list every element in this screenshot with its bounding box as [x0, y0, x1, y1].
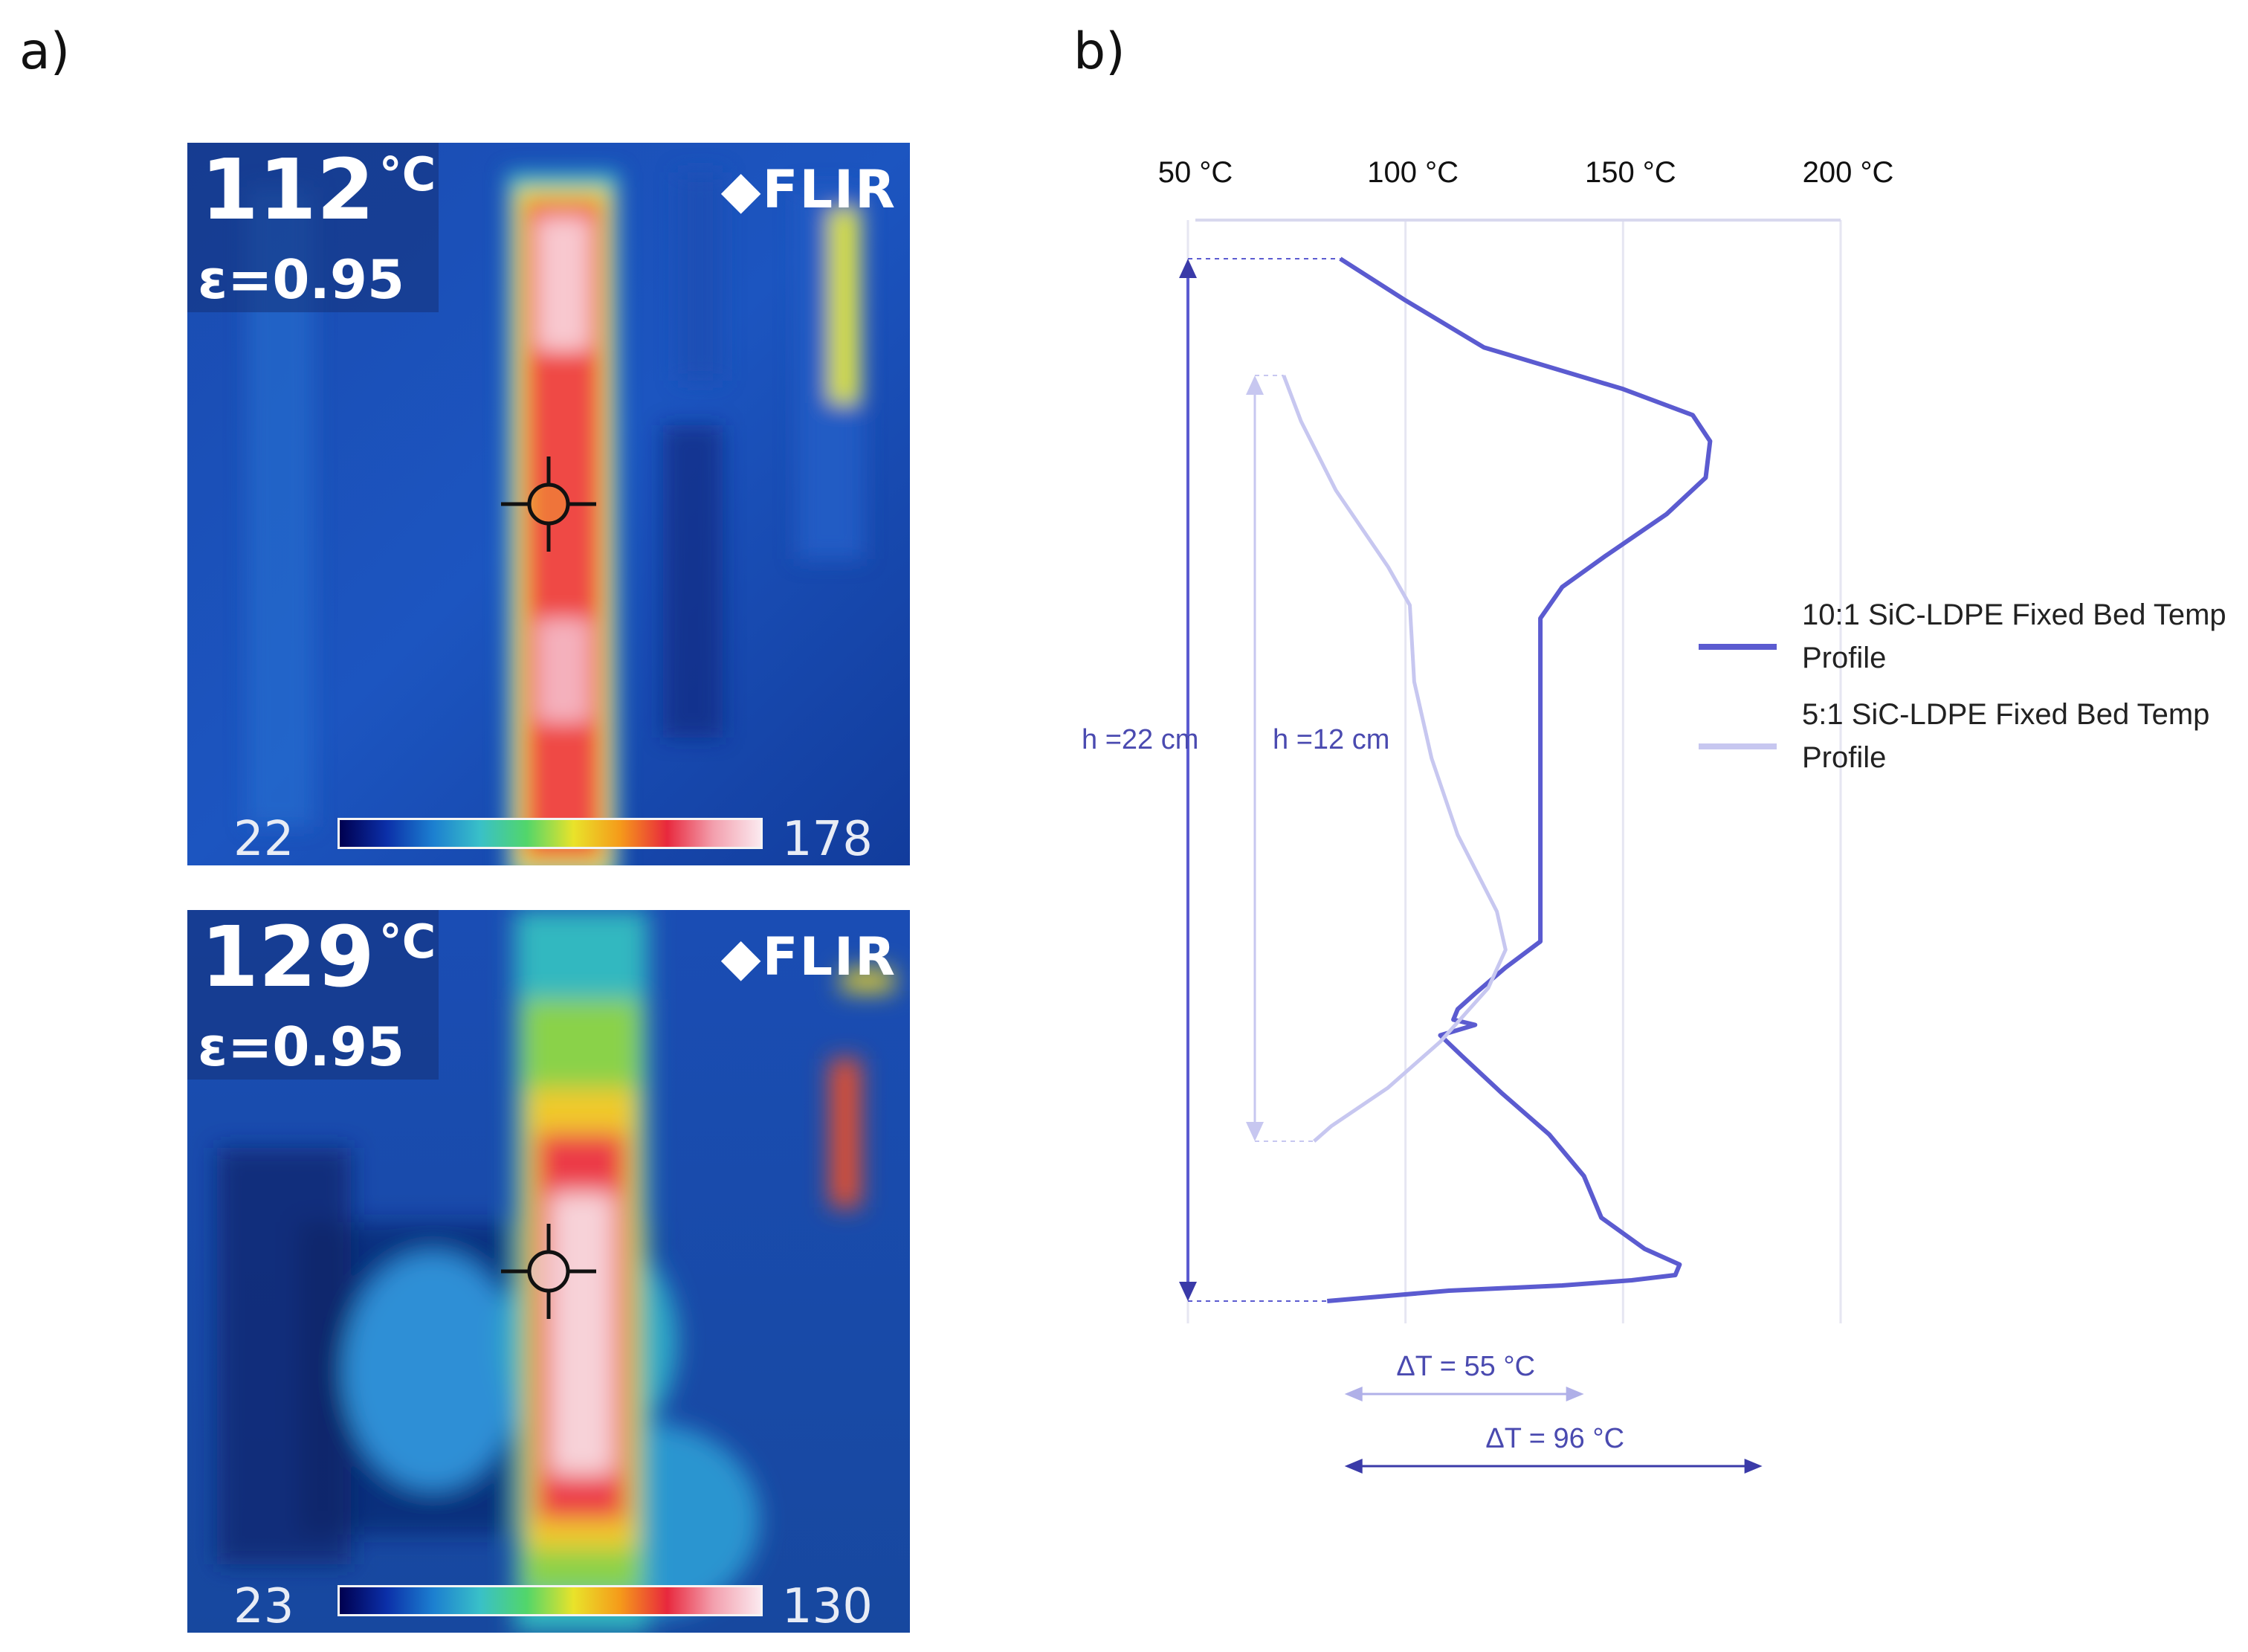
emissivity-2: ε=0.95: [198, 1016, 405, 1078]
delta-t-96-label: ΔT = 96 °C: [1485, 1423, 1624, 1454]
legend-label-2-line1: 5:1 SiC-LDPE Fixed Bed Temp: [1802, 698, 2209, 731]
scale-gradient-2: [337, 1585, 763, 1616]
temperature-unit-1: °C: [378, 147, 436, 201]
flir-logo-2: ◆FLIR: [720, 926, 897, 987]
series-lines: [1282, 256, 1713, 1303]
x-tick-label-200: 200 °C: [1803, 156, 1894, 189]
series-line-2: [1282, 375, 1508, 1143]
series-line-1: [1327, 256, 1713, 1303]
flir-diamond-icon: ◆: [720, 926, 763, 987]
flir-diamond-icon: ◆: [720, 159, 763, 220]
scale-gradient-1: [337, 818, 763, 849]
spot-temperature-2: 129: [201, 910, 375, 1006]
thermal-image-1: 112°C ε=0.95 ◆FLIR 22 178: [187, 143, 910, 865]
scale-min-1: 22: [233, 812, 294, 865]
crosshair-2: [501, 1224, 596, 1319]
height-label-inner: h =12 cm: [1273, 724, 1389, 755]
height-label-outer: h =22 cm: [1082, 724, 1198, 755]
panel-b-label: b): [1073, 22, 1125, 81]
x-tick-label-100: 100 °C: [1367, 156, 1459, 189]
scale-max-2: 130: [781, 1579, 873, 1633]
spot-temperature-1: 112: [201, 143, 375, 239]
legend-label-1-line2: Profile: [1802, 642, 1886, 674]
color-scale-1: 22 178: [187, 798, 910, 865]
annotations: h =22 cm h =12 cm ΔT = 55 °C ΔT = 96 °C: [1082, 258, 1763, 1474]
temperature-unit-2: °C: [378, 914, 436, 969]
panel-a-label: a): [19, 22, 71, 81]
legend-label-1-line1: 10:1 SiC-LDPE Fixed Bed Temp: [1802, 598, 2226, 631]
scale-max-1: 178: [781, 812, 873, 865]
thermal-image-2: 129°C ε=0.95 ◆FLIR 23 130: [187, 910, 910, 1633]
height-arrow-head-bottom-1: [1179, 1282, 1197, 1301]
temperature-readout-2: 129°C ε=0.95: [187, 910, 439, 1080]
height-arrow-head-bottom-2: [1246, 1122, 1264, 1141]
legend: 10:1 SiC-LDPE Fixed Bed Temp Profile 5:1 S…: [1699, 598, 2226, 774]
crosshair-1: [501, 456, 596, 552]
legend-label-2-line2: Profile: [1802, 741, 1886, 774]
x-tick-label-50: 50 °C: [1158, 156, 1233, 189]
x-tick-labels: 50 °C 100 °C 150 °C 200 °C: [1158, 156, 1894, 189]
flir-logo-1: ◆FLIR: [720, 159, 897, 220]
delta-t-55-arrow-head-right: [1566, 1387, 1584, 1401]
height-arrow-head-top-2: [1246, 375, 1264, 395]
delta-t-96-arrow-head-right: [1744, 1459, 1763, 1474]
height-arrow-head-top-1: [1179, 259, 1197, 278]
x-tick-label-150: 150 °C: [1585, 156, 1676, 189]
temperature-profile-chart: 50 °C 100 °C 150 °C 200 °C h =22 cm h =12 cm…: [1082, 156, 2226, 1474]
delta-t-96-arrow-head-left: [1344, 1459, 1363, 1474]
delta-t-55-label: ΔT = 55 °C: [1396, 1351, 1535, 1382]
temperature-readout-1: 112°C ε=0.95: [187, 143, 439, 312]
scale-min-2: 23: [233, 1579, 294, 1633]
thermal-scene-2: [187, 910, 910, 1633]
color-scale-2: 23 130: [187, 1566, 910, 1633]
emissivity-1: ε=0.95: [198, 248, 405, 311]
delta-t-55-arrow-head-left: [1344, 1387, 1363, 1401]
